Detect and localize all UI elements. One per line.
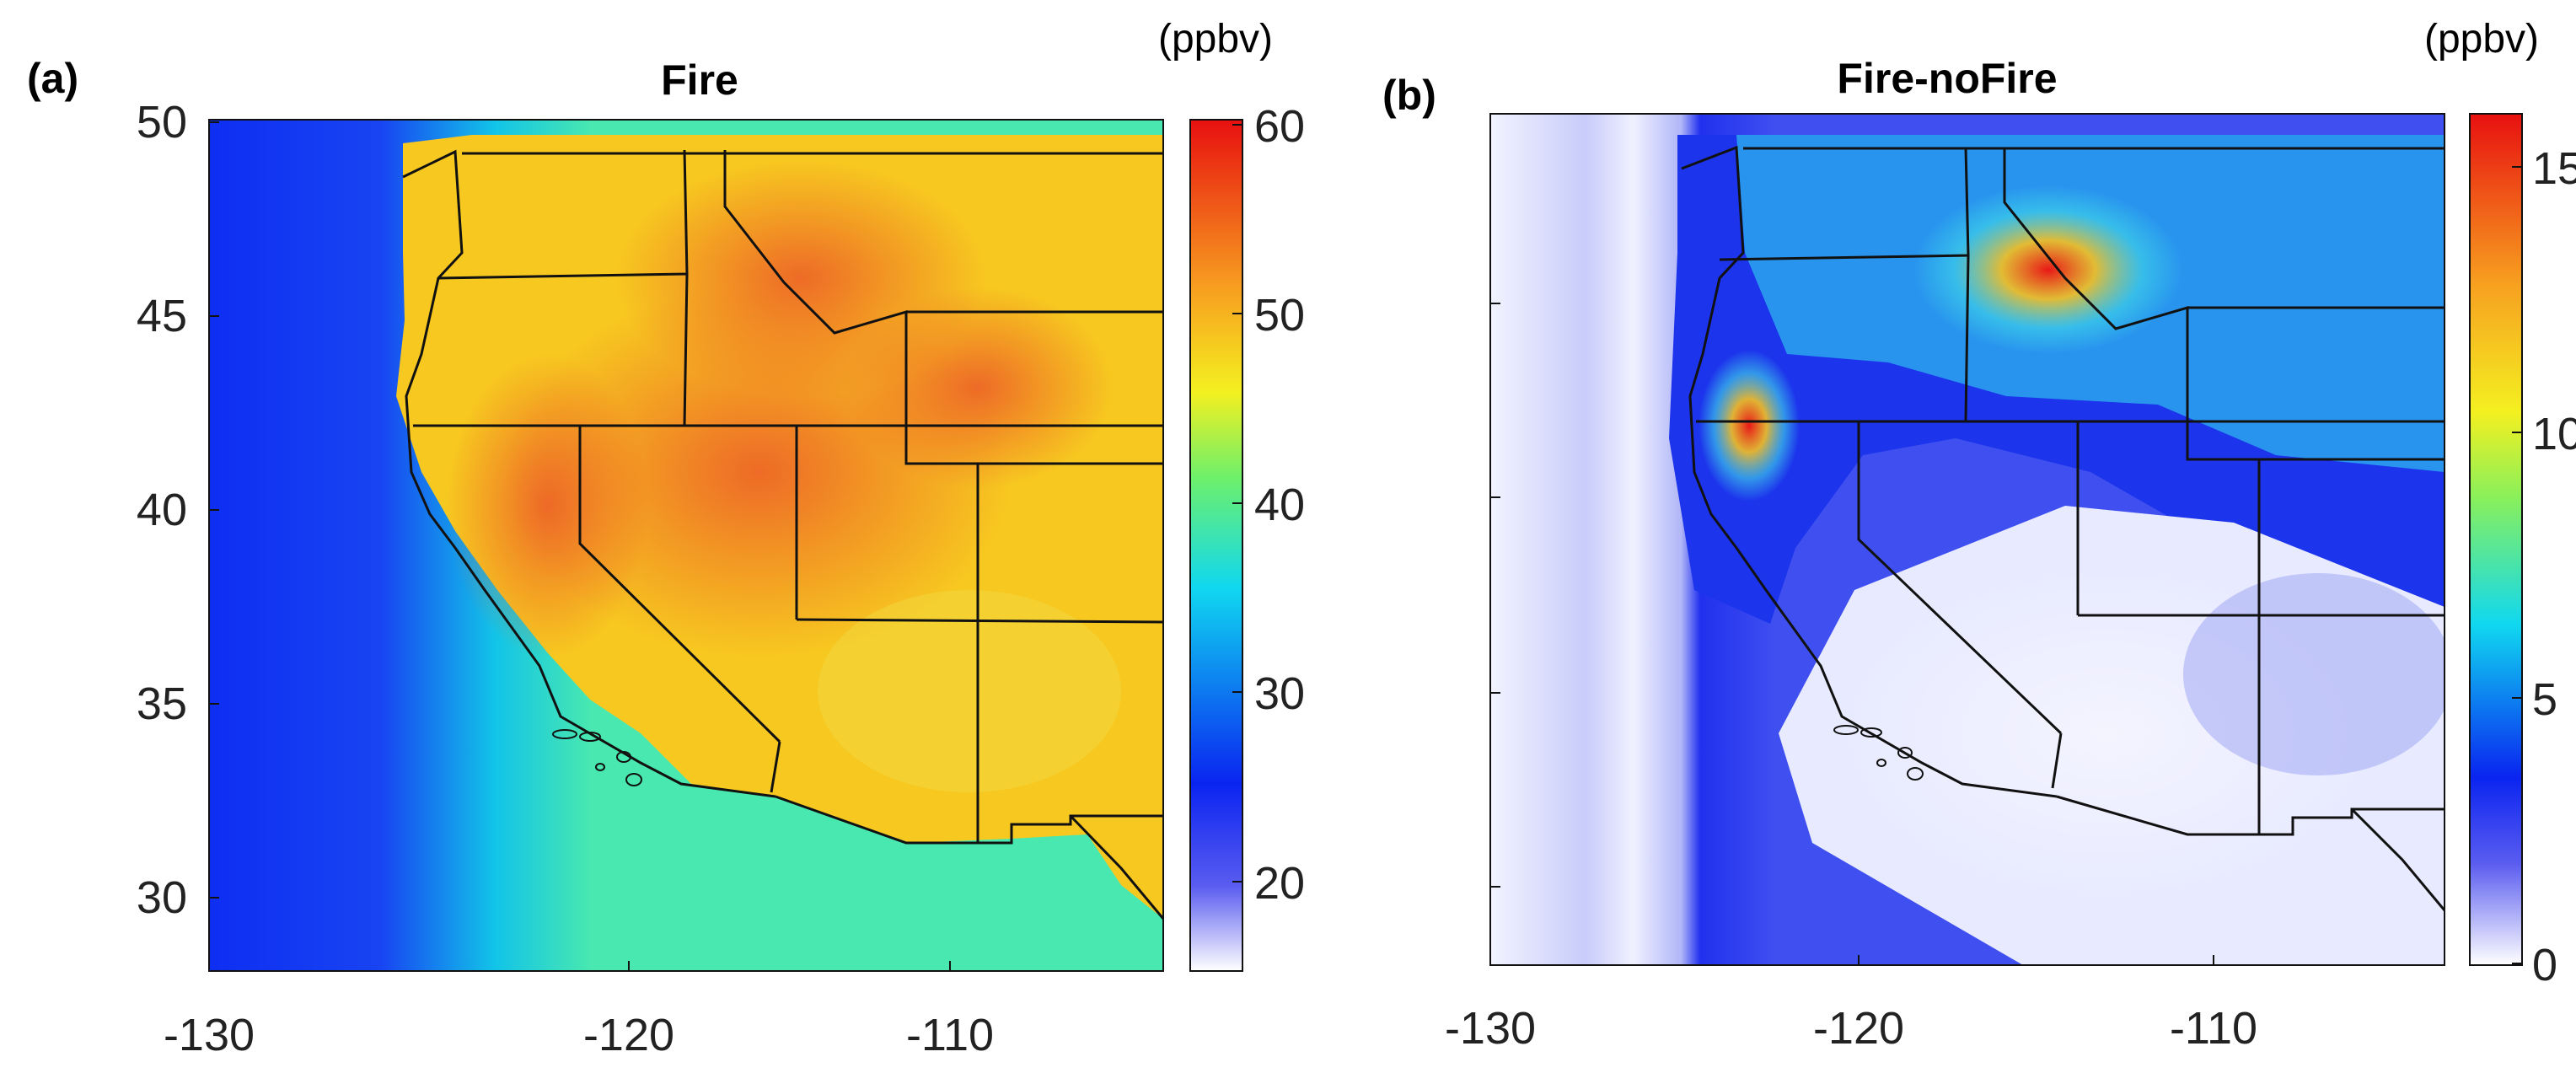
panel-a-colorbar-ticks [1232, 124, 1242, 883]
panel-a-plain [818, 590, 1121, 792]
y-tick-label: 45 [137, 291, 187, 341]
panel-b-ticks [1489, 303, 2214, 965]
y-tick-label: 30 [137, 872, 187, 923]
panel-a: (a) Fire (ppbv) [27, 17, 1305, 1060]
panel-a-hotspot-east [843, 287, 1113, 489]
colorbar-tick-label: 50 [1254, 290, 1305, 341]
panel-a-frame [208, 119, 1164, 972]
panel-b-borders [1681, 145, 2445, 911]
panel-a-borders [402, 149, 1163, 920]
panel-a-unit: (ppbv) [1158, 17, 1273, 62]
x-tick-label: -110 [2170, 1003, 2257, 1054]
x-tick-label: -110 [906, 1010, 994, 1060]
colorbar-tick-label: 5 [2532, 674, 2557, 725]
panel-a-colorbar-labels: 60 50 40 30 20 [1254, 101, 1305, 909]
colorbar-tick-label: 0 [2532, 940, 2557, 990]
x-tick-label: -120 [1813, 1003, 1904, 1054]
panel-b-hotspot-oregon [1699, 350, 1800, 502]
panel-b-mid-blue [2183, 573, 2445, 775]
panel-b-colorbar [2469, 113, 2523, 966]
panel-b-map [1490, 114, 2445, 965]
panel-b: (b) Fire-noFire (ppbv) [1382, 17, 2576, 1054]
colorbar-tick-label: 60 [1254, 101, 1305, 152]
x-tick-label: -120 [583, 1010, 674, 1060]
colorbar-tick-label: 15 [2532, 143, 2576, 194]
panel-a-y-ticks: 50 45 40 35 30 [137, 97, 187, 923]
panel-a-islands [552, 729, 642, 786]
panel-b-colorbar-ticks [2512, 166, 2522, 964]
panel-b-islands [1833, 725, 1924, 781]
colorbar-tick-label: 10 [2532, 409, 2576, 459]
panel-a-colorbar [1189, 119, 1243, 972]
panel-b-unit: (ppbv) [2424, 17, 2539, 62]
x-tick-label: -130 [1445, 1003, 1536, 1054]
panel-b-title: Fire-noFire [1837, 55, 2057, 102]
panel-b-colorbar-labels: 15 10 5 0 [2532, 143, 2576, 990]
colorbar-tick-label: 40 [1254, 480, 1305, 530]
panel-a-x-ticks: -130 -120 -110 [164, 1010, 994, 1060]
panel-b-label: (b) [1382, 72, 1436, 119]
panel-a-ticks [208, 121, 951, 971]
panel-b-frame [1489, 113, 2445, 966]
y-tick-label: 35 [137, 679, 187, 729]
panel-b-hotspot-idaho [1913, 185, 2183, 354]
y-tick-label: 40 [137, 485, 187, 535]
colorbar-tick-label: 30 [1254, 668, 1305, 719]
panel-a-label: (a) [27, 55, 78, 102]
x-tick-label: -130 [164, 1010, 255, 1060]
y-tick-label: 50 [137, 97, 187, 148]
colorbar-tick-label: 20 [1254, 858, 1305, 909]
panel-a-hotspot-west [447, 354, 649, 657]
panel-a-title: Fire [661, 56, 738, 104]
panel-b-x-ticks: -130 -120 -110 [1445, 1003, 2257, 1054]
